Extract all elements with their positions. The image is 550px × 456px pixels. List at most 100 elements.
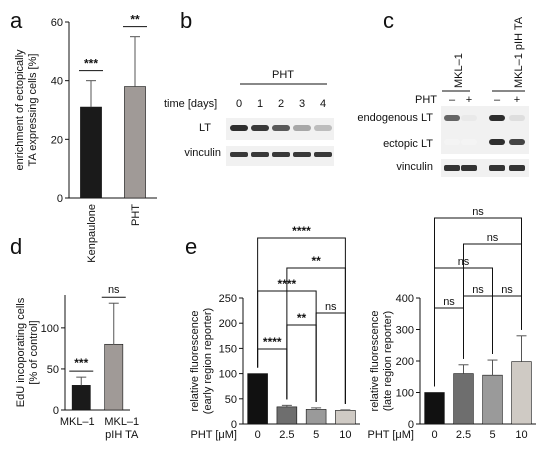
- chart-d-ytick-label: 100: [41, 323, 59, 335]
- lt-band: [230, 125, 248, 131]
- treatment-label-c: PHT: [415, 94, 437, 106]
- chart-e-early-comparison-bracket: [286, 324, 317, 402]
- chart-e-late: 0 100 200 300 400 relative fluorescence (late …: [368, 206, 536, 441]
- chart-e-late-bar: [482, 374, 503, 425]
- chart-e-late-category-label: 0: [431, 429, 437, 441]
- chart-e-early-category-label: 0: [255, 429, 261, 441]
- group-label-c-pihta: MKL–1 pIH TA: [513, 16, 525, 88]
- timepoint-label: 4: [320, 98, 326, 110]
- chart-d-ytick-label: 50: [47, 364, 59, 376]
- endogenous-lt-band: [509, 115, 525, 121]
- chart-e-early-ytick-label: 50: [225, 394, 237, 406]
- chart-e-early-comparison-label: **: [311, 254, 321, 268]
- chart-e-late-comparison-bracket: [463, 295, 493, 359]
- chart-e-early-comparison-bracket: [257, 237, 346, 404]
- chart-e-late-ytick-label: 400: [396, 293, 414, 305]
- lt-band: [293, 125, 311, 131]
- chart-e-late-comparison-bracket: [434, 217, 522, 387]
- chart-e-late-comparison-label: ns: [472, 206, 484, 218]
- vinculin-band: [251, 152, 269, 157]
- chart-e-late-ytick-label: 300: [396, 325, 414, 337]
- panel-label-b: b: [180, 8, 192, 33]
- row-label-c-vinculin: vinculin: [396, 161, 433, 173]
- state-label: –: [494, 94, 501, 106]
- state-label: –: [449, 94, 456, 106]
- chart-e-early-ytick-label: 150: [219, 343, 237, 355]
- endogenous-lt-band: [461, 115, 477, 121]
- lt-band: [251, 125, 269, 131]
- blot-strip-c-lt: [441, 106, 529, 154]
- chart-e-early-ytick-label: 250: [219, 293, 237, 305]
- panel-label-c: c: [383, 8, 394, 33]
- chart-d-sig-label: ns: [108, 284, 120, 296]
- chart-e-late-category-label: 5: [489, 429, 495, 441]
- blot-c: MKL–1 MKL–1 pIH TA PHT – + – + endogenous L…: [357, 16, 529, 177]
- timepoint-labels-b: 0 1 2 3 4: [236, 98, 326, 110]
- endogenous-lt-band: [444, 115, 460, 121]
- row-label-c-ectopic: ectopic LT: [383, 138, 433, 150]
- blot-b: PHT time [days] 0 1 2 3 4 LT vinculin: [164, 69, 334, 166]
- row-label-c-endogenous: endogenous LT: [357, 112, 433, 124]
- chart-d-category-label: pIH TA: [105, 429, 139, 441]
- chart-e-early-category-label: 5: [313, 429, 319, 441]
- chart-e-late-ytick-label: 200: [396, 356, 414, 368]
- chart-a-sig-label: ***: [84, 57, 98, 71]
- chart-a-bar: [124, 86, 146, 199]
- chart-a-ytick-label: 20: [51, 134, 63, 146]
- chart-e-late-comparison-label: ns: [472, 284, 484, 296]
- chart-a-ytick-label: 60: [51, 17, 63, 29]
- chart-e-late-comparison-label: ns: [487, 232, 499, 244]
- ectopic-lt-band: [489, 139, 505, 145]
- row-label-b-vinculin: vinculin: [184, 147, 221, 159]
- chart-a-ytick-label: 40: [51, 76, 63, 88]
- chart-e-early-comparison-label: ns: [325, 301, 337, 313]
- chart-e-early-y-axis-title: (early region reporter): [202, 308, 214, 414]
- vinculin-band: [293, 152, 311, 157]
- chart-e-early-comparison-bracket: [315, 312, 346, 404]
- panel-label-e: e: [185, 234, 197, 259]
- chart-e-early-ytick-label: 0: [231, 419, 237, 431]
- treatment-label-b: PHT: [272, 69, 294, 81]
- bands-c: [444, 115, 525, 171]
- vinculin-band: [444, 165, 460, 171]
- chart-d-category-label: MKL–1: [104, 416, 139, 428]
- vinculin-band: [230, 152, 248, 157]
- chart-d-y-axis-title: EdU incoporating cells: [15, 297, 27, 407]
- chart-e-early-ytick-label: 100: [219, 369, 237, 381]
- panel-label-d: d: [10, 234, 22, 259]
- chart-d-sig-label: ***: [74, 356, 88, 370]
- ectopic-lt-band: [509, 139, 525, 145]
- row-label-b-lt: LT: [199, 122, 211, 134]
- chart-e-early-comparison-label: **: [297, 311, 307, 325]
- chart-e-late-y-axis-title: (late region reporter): [382, 311, 394, 411]
- bands-b: [230, 125, 332, 157]
- chart-e-late-x-axis-title: PHT [μM]: [368, 429, 414, 441]
- vinculin-band: [509, 165, 525, 171]
- chart-e-late-comparison-label: ns: [443, 296, 455, 308]
- chart-e-late-comparison-label: ns: [501, 284, 513, 296]
- chart-a-ytick-label: 0: [57, 193, 63, 205]
- state-labels-c: – + – +: [449, 94, 520, 106]
- chart-e-late-ytick-label: 100: [396, 388, 414, 400]
- chart-e-late-bar: [424, 392, 445, 425]
- chart-a-sig-label: **: [130, 13, 140, 27]
- chart-e-late-y-axis-title: relative fluorescence: [369, 311, 381, 412]
- timepoint-label: 2: [278, 98, 284, 110]
- chart-d-bar: [104, 343, 124, 411]
- endogenous-lt-band: [489, 115, 505, 121]
- chart-e-early-category-label: 10: [339, 429, 351, 441]
- chart-a: 0 20 40 60 enrichment of ectopically TA expre…: [14, 13, 157, 263]
- chart-e-early-comparison-label: ****: [292, 224, 311, 238]
- blot-strip-c-vinculin: [441, 159, 529, 177]
- chart-d-category-label: MKL–1: [60, 416, 95, 428]
- timepoint-label: 0: [236, 98, 242, 110]
- vinculin-band: [314, 152, 332, 157]
- chart-e-early-category-label: 2.5: [279, 429, 294, 441]
- lt-band: [272, 125, 290, 131]
- chart-d-y-axis-title: [% of control]: [28, 320, 40, 384]
- chart-e-late-bar: [453, 373, 474, 425]
- chart-a-category-label: PHT: [130, 204, 142, 226]
- state-label: +: [466, 94, 472, 106]
- time-label-b: time [days]: [164, 98, 217, 110]
